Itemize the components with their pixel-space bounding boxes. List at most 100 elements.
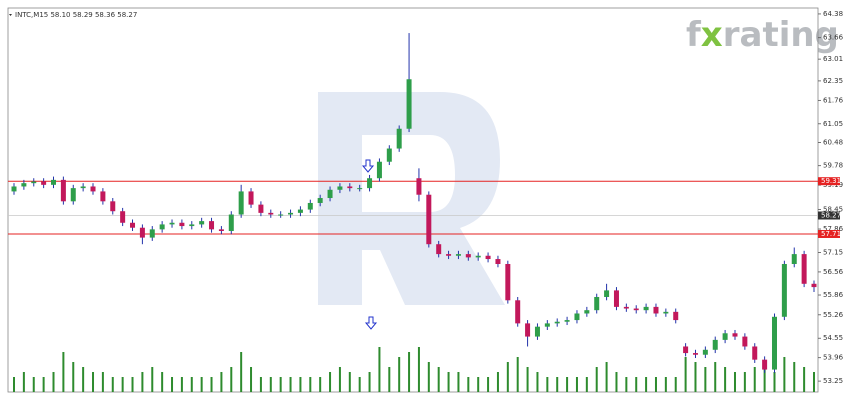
volume-bar [724,367,727,392]
volume-bar [625,377,628,392]
volume-bar [200,377,203,392]
y-tick-label: 55.86 [823,291,844,299]
volume-bar [546,377,549,392]
candle-body [70,188,76,202]
candle-body [100,191,106,202]
volume-bar [299,377,302,392]
candle-body [110,201,116,212]
volume-bar [605,362,608,392]
candle-body [238,191,244,215]
volume-bar [210,377,213,392]
current-price-tag [818,211,840,220]
candle-body [633,308,639,311]
candle-body [594,296,600,311]
volume-bar [329,372,332,392]
candle-body [60,179,66,202]
candle-body [248,191,254,205]
volume-bar [82,367,85,392]
y-tick-label: 63.66 [823,34,844,42]
candle-body [337,186,343,190]
candle-body [762,359,768,370]
candle-body [347,186,353,189]
candle-body [386,148,392,162]
volume-bar [467,377,470,392]
volume-bar [22,372,25,392]
candle-body [376,161,382,179]
volume-bar [13,377,15,392]
y-tick-label: 56.56 [823,268,844,276]
volume-bar [664,377,667,392]
y-tick-label: 61.76 [823,96,844,104]
volume-bar [417,347,420,392]
candle-body [130,222,136,228]
plot-frame [7,7,819,393]
volume-bar [684,357,687,392]
candle-body [149,229,155,238]
candle-body [436,244,442,255]
candle-body [604,290,610,297]
y-tick-label: 59.78 [823,162,843,170]
y-tick-label: 62.35 [823,77,843,85]
candle-body [505,264,511,301]
candle-body [179,222,185,227]
volume-bar [793,362,796,392]
candle-body [268,212,274,215]
candle-body [663,311,669,314]
volume-bar [240,352,243,392]
arrow-bottom [364,316,378,330]
candle-body [278,214,284,216]
volume-bar [763,362,766,392]
volume-bar [714,362,717,392]
brand-x: x [701,15,723,55]
candle-body [752,346,758,360]
current-price-label: 58.27 [821,212,841,220]
volume-bar [487,377,490,392]
candle-body [712,339,718,350]
candle-body [455,254,461,256]
candle-body [534,326,540,337]
candle-body [771,316,777,370]
volume-bar [516,357,519,392]
volume-bar [259,377,262,392]
candle-body [31,181,37,184]
candle-body [781,264,787,317]
candle-body [139,227,145,238]
candle-body [317,198,323,203]
volume-bar [141,372,144,392]
volume-bar [674,377,677,392]
candle-body [80,186,86,189]
volume-bar [111,377,114,392]
volume-bar [180,377,183,392]
volume-bar [388,367,391,392]
volume-bar [279,377,282,392]
volume-bar [694,362,697,392]
candle-body [11,186,17,192]
volume-bar [190,377,193,392]
y-tick-label: 63.01 [823,55,843,63]
y-tick-label: 60.48 [823,139,843,147]
volume-bar [338,367,341,392]
candle-body [683,346,689,354]
volume-bar [398,357,401,392]
candle-body [702,349,708,355]
candle-body [218,229,224,232]
y-tick-label: 54.55 [823,334,843,342]
volume-bar [773,372,776,392]
volume-bar [72,362,75,392]
candle-body [643,306,649,311]
volume-bar [506,362,509,392]
volume-bar [289,377,292,392]
y-tick-label: 57.15 [823,248,843,256]
level-label: 57.71 [821,230,841,238]
volume-bar [743,372,746,392]
candle-body [732,333,738,337]
candle-body [189,224,195,227]
candle-body [90,186,96,192]
volume-bar [447,372,450,392]
candle-body [21,183,27,187]
arrow-top [361,159,375,173]
candle-body [495,259,501,264]
candle-body [446,254,452,256]
candle-body [475,255,481,258]
